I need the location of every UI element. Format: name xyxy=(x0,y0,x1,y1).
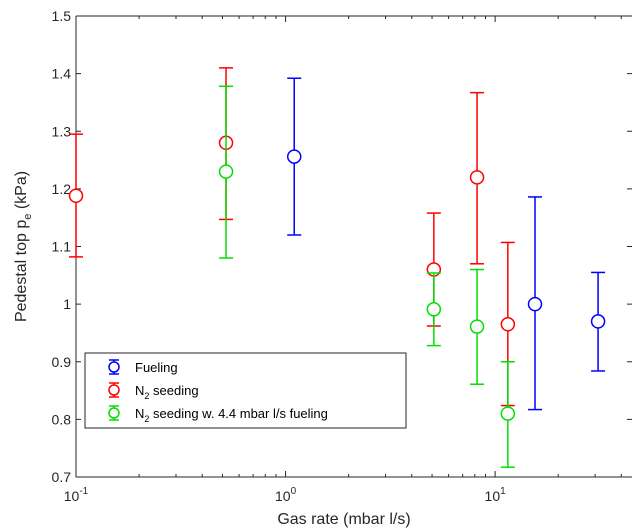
legend-entry-main: Fueling xyxy=(135,360,178,375)
legend-marker xyxy=(108,384,120,396)
legend-box xyxy=(84,352,407,429)
legend-entry-sub: 2 xyxy=(144,414,149,424)
legend-marker xyxy=(108,407,120,419)
x-tick-exponent: -1 xyxy=(79,486,88,497)
data-point xyxy=(527,296,543,312)
x-tick-base: 10 xyxy=(485,488,501,504)
y-axis-label-sub: e xyxy=(22,214,34,220)
y-tick-label: 1.1 xyxy=(52,239,72,255)
data-point xyxy=(590,314,606,329)
y-tick-label: 1 xyxy=(63,296,71,312)
x-tick-base: 10 xyxy=(64,488,80,504)
y-axis-label-main: Pedestal top p xyxy=(13,220,30,322)
data-point xyxy=(469,170,485,185)
x-tick-exponent: 1 xyxy=(500,486,506,497)
y-tick-label: 0.9 xyxy=(52,354,72,370)
legend-entry: Fueling xyxy=(135,360,178,375)
data-point xyxy=(68,188,84,204)
x-tick-label: 101 xyxy=(485,486,507,504)
x-tick-exponent: 0 xyxy=(291,486,297,497)
legend-entry-rest: seeding xyxy=(149,383,198,398)
legend-entry: N2 seeding xyxy=(135,383,199,401)
legend-entry-rest: seeding w. 4.4 mbar l/s fueling xyxy=(149,406,328,421)
y-tick-label: 1.4 xyxy=(52,66,72,82)
data-point xyxy=(500,406,516,421)
legend-entry-main: N xyxy=(135,406,144,421)
series-0 xyxy=(286,77,606,411)
x-tick-label: 10-1 xyxy=(64,486,89,504)
legend-entry-sub: 2 xyxy=(144,391,149,401)
x-tick-label: 100 xyxy=(275,486,297,504)
y-tick-label: 1.2 xyxy=(52,181,72,197)
data-point xyxy=(500,317,516,332)
data-point xyxy=(218,164,234,179)
legend-entry-main: N xyxy=(135,383,144,398)
data-point xyxy=(426,302,442,317)
y-tick-label: 0.7 xyxy=(52,469,72,485)
legend-marker xyxy=(108,361,120,373)
plot-data xyxy=(68,67,606,468)
y-axis-label-unit: (kPa) xyxy=(13,171,30,214)
data-point xyxy=(286,149,302,164)
y-tick-label: 0.8 xyxy=(52,411,72,427)
y-axis-label: Pedestal top pe (kPa) xyxy=(13,171,34,322)
data-point xyxy=(469,319,485,334)
series-2 xyxy=(218,85,516,468)
y-tick-label: 1.3 xyxy=(52,123,72,139)
y-tick-label: 1.5 xyxy=(52,8,72,24)
x-tick-base: 10 xyxy=(275,488,291,504)
legend-entry: N2 seeding w. 4.4 mbar l/s fueling xyxy=(135,406,328,424)
x-axis-label: Gas rate (mbar l/s) xyxy=(277,511,410,528)
